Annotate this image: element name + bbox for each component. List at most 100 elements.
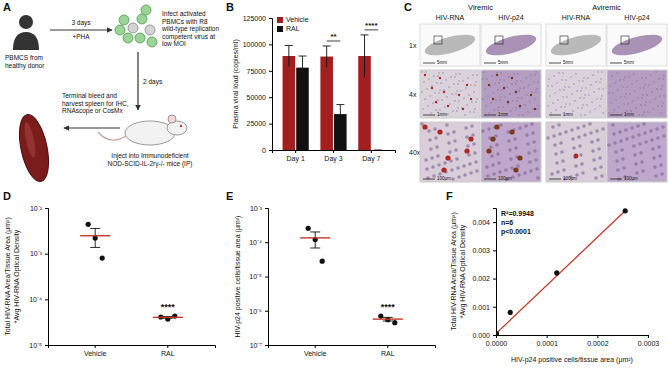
nucleus bbox=[528, 84, 530, 86]
legend-label: Vehicle bbox=[286, 16, 309, 23]
nucleus bbox=[443, 89, 445, 91]
nucleus bbox=[518, 114, 520, 116]
nucleus bbox=[425, 167, 429, 171]
nucleus bbox=[650, 74, 652, 76]
y-axis-line bbox=[493, 209, 497, 336]
text-line: RNAscope or CosMx bbox=[62, 107, 123, 115]
y-axis-tick: 10⁻³ bbox=[30, 250, 48, 257]
nucleus bbox=[516, 164, 520, 168]
error-bar-cap bbox=[323, 45, 331, 46]
nucleus bbox=[517, 97, 519, 99]
nucleus bbox=[564, 130, 568, 134]
nucleus bbox=[513, 137, 517, 141]
nucleus bbox=[510, 110, 512, 112]
nucleus bbox=[612, 92, 614, 94]
y-axis-tick: 10⁻⁴ bbox=[29, 296, 48, 303]
nucleus bbox=[506, 130, 510, 134]
zoom-box bbox=[621, 36, 629, 44]
nucleus bbox=[591, 149, 595, 153]
nucleus bbox=[648, 84, 650, 86]
stat-annotation: n=6 bbox=[501, 219, 513, 226]
nucleus bbox=[531, 131, 535, 135]
nucleus bbox=[660, 112, 662, 114]
nucleus bbox=[501, 89, 503, 91]
nucleus bbox=[552, 102, 554, 104]
nucleus bbox=[623, 79, 625, 81]
point bbox=[508, 310, 513, 315]
bar bbox=[296, 68, 309, 150]
signal-spot bbox=[437, 129, 442, 134]
point bbox=[554, 270, 559, 275]
nucleus bbox=[536, 176, 540, 180]
y-axis-tick-label: 25000 bbox=[247, 120, 267, 127]
nucleus bbox=[499, 123, 503, 127]
nucleus bbox=[519, 87, 521, 89]
nucleus bbox=[522, 114, 524, 116]
nucleus bbox=[528, 160, 532, 164]
error-bar bbox=[374, 150, 382, 151]
nucleus bbox=[444, 106, 446, 108]
nucleus bbox=[537, 81, 539, 83]
nucleus bbox=[488, 112, 490, 114]
nucleus bbox=[652, 108, 654, 110]
y-axis-tick-label: 0.002 bbox=[472, 275, 490, 282]
nucleus bbox=[458, 100, 460, 102]
zoom-box bbox=[434, 36, 442, 44]
nucleus bbox=[447, 141, 451, 145]
scale-bar bbox=[549, 115, 561, 116]
cell-icon bbox=[128, 23, 138, 33]
nucleus bbox=[615, 159, 619, 163]
nucleus bbox=[586, 104, 588, 106]
x-axis-tick: RAL bbox=[161, 345, 175, 357]
signal-spot bbox=[490, 136, 495, 141]
nucleus bbox=[448, 150, 452, 154]
nucleus bbox=[553, 143, 557, 147]
nucleus bbox=[620, 96, 622, 98]
nucleus bbox=[566, 96, 568, 98]
nucleus bbox=[592, 158, 596, 162]
nucleus bbox=[422, 108, 424, 110]
nucleus bbox=[577, 107, 579, 109]
error-bar-stem bbox=[302, 56, 303, 79]
y-axis-tick: 10⁻⁴ bbox=[249, 239, 268, 246]
nucleus bbox=[579, 153, 583, 157]
nucleus bbox=[550, 112, 552, 114]
error-bar bbox=[323, 46, 331, 67]
tissue-section bbox=[610, 31, 664, 60]
nucleus bbox=[561, 79, 563, 81]
nucleus bbox=[496, 152, 500, 156]
nucleus bbox=[624, 76, 626, 78]
nucleus bbox=[467, 77, 469, 79]
nucleus bbox=[555, 109, 557, 111]
y-axis-tick-mark bbox=[269, 18, 272, 19]
tissue-image: 100µm bbox=[546, 122, 606, 182]
nucleus bbox=[601, 127, 605, 131]
y-axis-tick-label: 0 bbox=[262, 147, 266, 154]
signal-spot bbox=[517, 155, 522, 160]
nucleus bbox=[639, 87, 641, 89]
nucleus bbox=[611, 123, 615, 127]
image-frame bbox=[420, 24, 480, 66]
nucleus bbox=[435, 109, 437, 111]
text-line: Infect activated bbox=[162, 10, 206, 17]
mean-line bbox=[373, 318, 403, 319]
nucleus bbox=[602, 88, 604, 90]
nucleus bbox=[659, 163, 663, 167]
nucleus bbox=[649, 101, 651, 103]
nucleus bbox=[463, 173, 467, 177]
nucleus bbox=[456, 90, 458, 92]
nucleus bbox=[590, 140, 594, 144]
nucleus bbox=[616, 72, 618, 74]
nucleus bbox=[617, 89, 619, 91]
x-axis-tick-mark bbox=[496, 335, 497, 338]
nucleus bbox=[447, 113, 449, 115]
nucleus bbox=[641, 97, 643, 99]
nucleus bbox=[491, 163, 495, 167]
nucleus bbox=[462, 80, 464, 82]
nucleus bbox=[518, 126, 522, 130]
signal-spot bbox=[486, 148, 491, 153]
nucleus bbox=[568, 86, 570, 88]
error-bar-cap bbox=[336, 104, 344, 105]
y-axis-tick-mark bbox=[45, 254, 48, 255]
nucleus bbox=[497, 109, 499, 111]
